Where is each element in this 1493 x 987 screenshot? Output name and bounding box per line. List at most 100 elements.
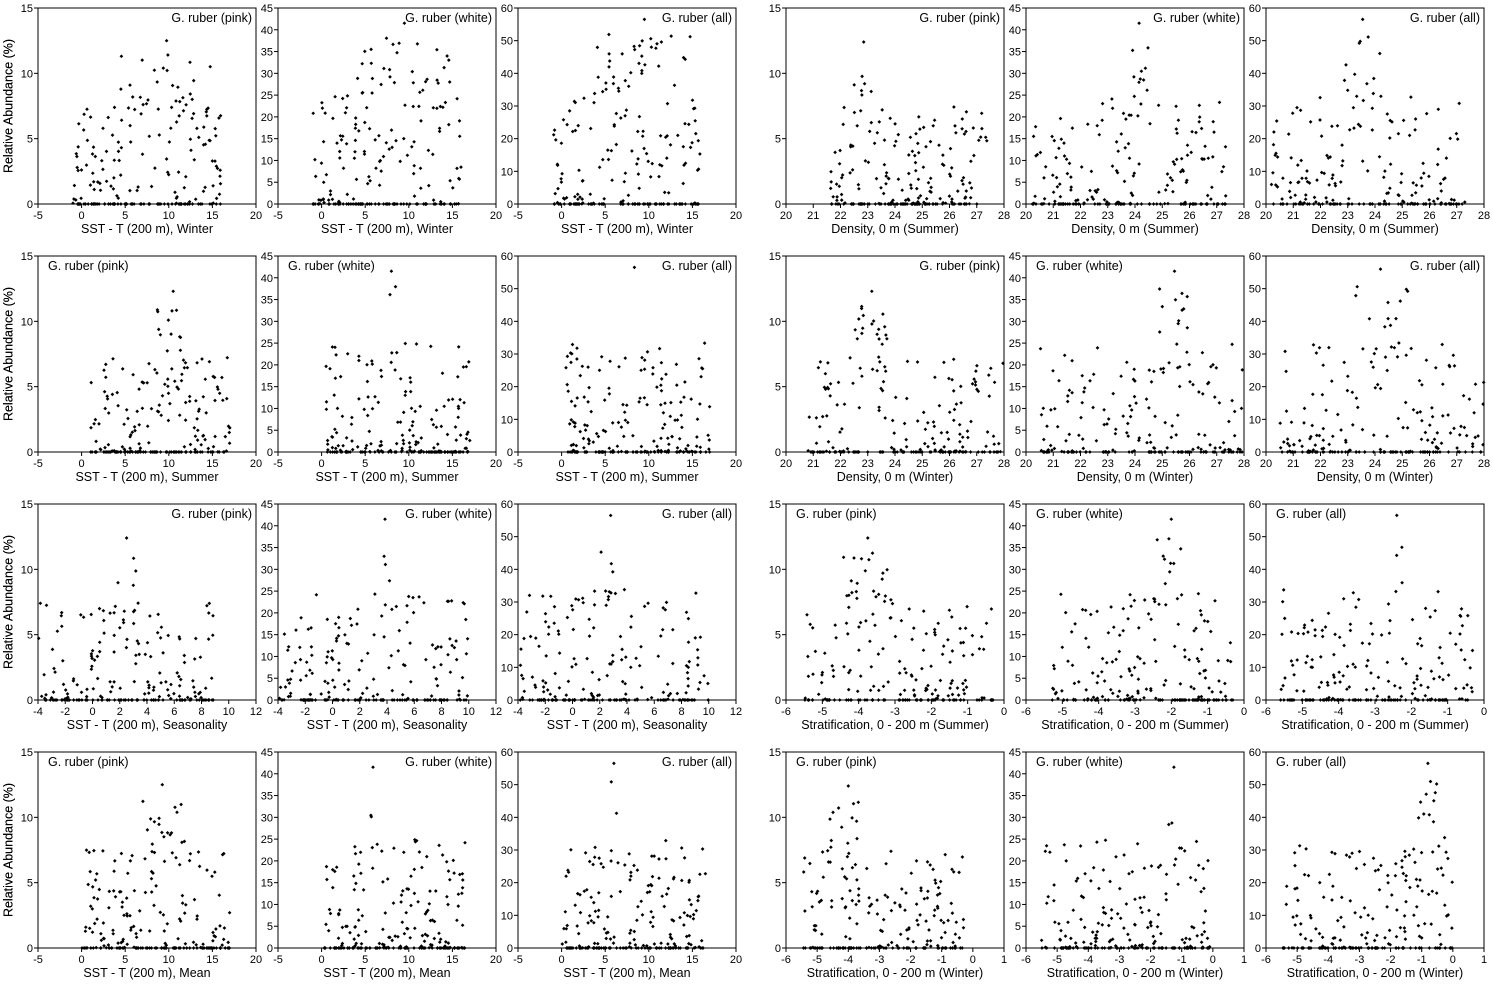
data-point [1427,202,1432,206]
data-point [983,135,988,140]
y-tick-label: 0 [1255,695,1261,707]
data-point [554,698,558,702]
data-point [403,103,407,108]
data-point [976,450,981,454]
data-point [184,102,188,107]
y-tick-label: 35 [1009,295,1021,307]
data-point [430,152,435,157]
data-point [1341,596,1346,601]
data-point [149,406,154,411]
data-point [1217,100,1222,105]
y-tick-label: 15 [21,3,33,15]
data-point [1232,409,1237,414]
y-tick-label: 15 [261,134,273,146]
data-point [1174,104,1178,109]
x-tick-label: 20 [780,210,792,222]
data-point [395,50,399,55]
data-point [101,608,106,613]
data-point [622,410,627,415]
data-point [620,647,624,652]
data-point [522,689,527,694]
data-point [571,448,576,453]
data-point [1400,580,1404,585]
data-point [924,144,928,149]
data-point [1114,140,1119,144]
data-point [92,421,96,426]
data-point [1147,406,1151,410]
data-point [856,182,861,187]
data-point [959,202,963,206]
data-point [169,367,174,371]
x-tick-label: -5 [817,706,827,718]
data-point [1313,633,1317,638]
y-tick-label: 15 [769,251,781,263]
y-tick-label: 10 [261,155,273,167]
data-point [218,924,222,928]
data-point [846,605,851,610]
data-point [151,688,156,693]
data-point [805,612,809,617]
y-tick-label: 30 [501,101,513,113]
data-point [842,402,847,407]
data-point [1405,426,1410,430]
data-point [208,64,213,69]
data-point [461,450,465,454]
data-point [341,202,346,206]
data-point [161,698,165,702]
data-point [1403,698,1408,702]
data-point [587,385,591,390]
data-point [197,864,202,869]
data-point [670,627,675,632]
data-point [695,647,700,652]
data-point [1070,663,1075,668]
data-point [1281,202,1286,206]
data-point [1157,602,1161,607]
data-point [141,102,145,107]
data-point [408,389,413,394]
data-point [95,654,100,659]
data-point [147,929,152,933]
data-point [686,676,690,681]
data-point [974,369,978,373]
data-point [131,372,135,377]
data-point [606,157,611,162]
data-point [420,865,424,870]
data-point [107,889,112,894]
data-point [38,601,43,606]
data-point [458,433,463,437]
data-point [218,202,223,206]
data-point [1319,680,1324,685]
data-point [187,858,192,863]
data-point [1176,118,1181,123]
data-point [1161,370,1166,375]
data-point [376,400,381,405]
data-point [835,195,839,199]
data-point [914,131,918,136]
data-point [1058,116,1063,121]
data-point [810,626,815,630]
x-tick-label: 10 [403,954,415,966]
data-point [424,450,429,454]
x-tick-label: 0 [79,954,85,966]
data-point [122,447,127,452]
data-point [850,168,855,172]
data-point [852,83,857,87]
data-point [332,685,337,689]
data-point [1321,438,1326,443]
data-point [1094,438,1099,443]
data-point [859,88,864,93]
data-point [1462,200,1467,204]
data-point [665,134,670,138]
y-tick-label: 25 [261,90,273,102]
data-point [898,692,903,697]
data-point [166,633,171,638]
data-point [885,567,889,572]
data-point [1462,425,1467,430]
x-axis-label: Density, 0 m (Winter) [1077,470,1193,484]
data-point [1144,687,1149,691]
panel-title: G. ruber (pink) [171,11,252,25]
data-point [1388,618,1392,623]
data-point [90,152,95,156]
x-tick-label: 0 [569,706,575,718]
data-point [1095,123,1100,128]
